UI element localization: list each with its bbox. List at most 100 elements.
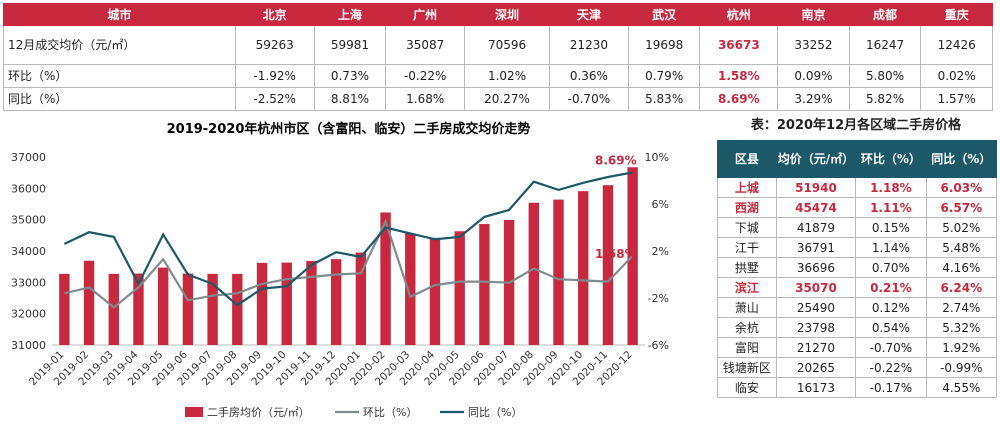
data-label: 1.58%	[595, 247, 637, 261]
city-table-header-row: 城市 北京 上海 广州 深圳 天津 武汉 杭州 南京 成都 重庆	[3, 3, 993, 26]
district-cell: 0.15%	[855, 217, 927, 238]
city-value-cell: 21230	[548, 25, 629, 65]
district-cell: 21270	[775, 337, 857, 358]
city-value-cell: 0.02%	[920, 64, 993, 88]
price-bar	[256, 262, 268, 345]
city-table-row: 同比（%） -2.52% 8.81% 1.68% 20.27% -0.70% 5.83% 8.…	[3, 87, 993, 111]
price-bar	[330, 259, 342, 345]
district-cell: 36696	[775, 257, 857, 278]
district-cell: 4.16%	[925, 257, 998, 278]
price-trend-chart: 2019-2020年杭州市区（含富阳、临安）二手房成交均价走势 31000 3200…	[11, 121, 669, 419]
district-cell: 钱塘新区	[717, 357, 777, 378]
district-cell: 1.92%	[925, 337, 998, 358]
y-left-tick-label: 35000	[11, 214, 46, 227]
district-cell: 4.55%	[925, 377, 998, 398]
district-table-row: 江干 36791 1.14% 5.48%	[717, 237, 998, 258]
yoy-line	[63, 171, 633, 307]
city-value-cell: 5.82%	[848, 87, 922, 111]
district-cell: 20265	[775, 357, 857, 378]
district-table-row: 余杭 23798 0.54% 5.32%	[717, 317, 998, 338]
district-cell: 51940	[775, 177, 857, 198]
district-header-cell: 环比（%）	[855, 140, 927, 178]
district-table-header-row: 区县 均价（元/㎡） 环比（%） 同比（%）	[717, 140, 998, 178]
district-table-row: 钱塘新区 20265 -0.22% -0.99%	[717, 357, 998, 378]
price-bar	[59, 273, 70, 345]
price-bar	[83, 260, 95, 345]
city-value-cell: 0.36%	[548, 64, 629, 88]
city-value-cell: 1.58%	[699, 64, 779, 88]
district-cell: 滨江	[717, 277, 777, 298]
district-cell: 江干	[717, 237, 777, 258]
price-bar	[454, 231, 465, 345]
price-bar	[429, 237, 441, 345]
city-header-cell: 广州	[385, 3, 466, 26]
district-cell: 36791	[775, 237, 857, 258]
district-header-cell: 同比（%）	[925, 140, 998, 178]
city-header-cell: 南京	[777, 3, 850, 26]
city-value-cell: -0.22%	[385, 64, 466, 88]
city-header-cell: 重庆	[920, 3, 993, 26]
district-cell: 5.02%	[925, 217, 998, 238]
district-header-cell: 均价（元/㎡）	[775, 140, 857, 178]
price-bar	[528, 202, 540, 345]
row-label: 12月成交均价（元/㎡）	[3, 25, 236, 65]
price-bar	[479, 224, 490, 345]
y-right-tick-label: 6%	[652, 198, 669, 211]
y-left-tick-label: 32000	[11, 308, 46, 321]
city-value-cell: 33252	[777, 25, 850, 65]
city-value-cell: 0.73%	[313, 64, 387, 88]
city-header-cell: 武汉	[627, 3, 701, 26]
city-value-cell: -0.70%	[548, 87, 629, 111]
city-value-cell: 8.69%	[699, 87, 779, 111]
y-right-tick-label: -2%	[648, 292, 669, 305]
district-cell: 萧山	[717, 297, 777, 318]
district-cell: 余杭	[717, 317, 777, 338]
city-value-cell: 16247	[848, 25, 922, 65]
price-bar	[157, 267, 169, 345]
city-header-cell: 天津	[548, 3, 629, 26]
city-value-cell: 35087	[385, 25, 466, 65]
district-cell: 下城	[717, 217, 777, 238]
price-bar	[108, 273, 119, 345]
chart-title: 2019-2020年杭州市区（含富阳、临安）二手房成交均价走势	[167, 121, 531, 137]
district-cell: 西湖	[717, 197, 777, 218]
y-right-tick-label: -6%	[648, 339, 669, 352]
city-header-cell: 城市	[3, 3, 236, 26]
data-label: 8.69%	[595, 153, 637, 167]
city-header-cell: 成都	[848, 3, 922, 26]
city-value-cell: 20.27%	[464, 87, 550, 111]
price-bar	[355, 252, 367, 345]
district-table-row: 上城 51940 1.18% 6.03%	[717, 177, 998, 198]
district-table-title: 表：2020年12月各区域二手房价格	[750, 118, 962, 133]
district-cell: 6.24%	[925, 277, 998, 298]
legend-label: 环比（%）	[363, 406, 417, 419]
district-cell: 6.03%	[925, 177, 998, 198]
row-label: 环比（%）	[3, 64, 236, 88]
city-value-cell: 12426	[920, 25, 993, 65]
price-bar	[306, 261, 317, 345]
district-cell: 5.32%	[925, 317, 998, 338]
district-table-row: 滨江 35070 0.21% 6.24%	[717, 277, 998, 298]
city-header-cell: 深圳	[464, 3, 550, 26]
district-cell: 2.74%	[925, 297, 998, 318]
city-value-cell: 59981	[313, 25, 387, 65]
price-bar	[207, 273, 218, 345]
district-cell: 41879	[775, 217, 857, 238]
price-bar	[281, 262, 292, 345]
price-bar	[232, 273, 243, 345]
district-cell: 1.11%	[855, 197, 927, 218]
city-value-cell: 19698	[627, 25, 701, 65]
price-bar	[182, 273, 194, 345]
city-value-cell: 70596	[464, 25, 550, 65]
y-left-tick-label: 34000	[11, 245, 46, 258]
district-table-body: 上城 51940 1.18% 6.03% 西湖 45474 1.11% 6.57% 下城 4187…	[717, 177, 998, 398]
district-table-row: 西湖 45474 1.11% 6.57%	[717, 197, 998, 218]
district-cell: 35070	[775, 277, 857, 298]
district-header-cell: 区县	[717, 140, 777, 178]
legend-swatch-price	[185, 407, 203, 417]
district-cell: -0.99%	[925, 357, 998, 378]
price-bar	[553, 199, 564, 345]
district-table-row: 萧山 25490 0.12% 2.74%	[717, 297, 998, 318]
district-cell: 1.14%	[855, 237, 927, 258]
city-value-cell: 1.57%	[920, 87, 993, 111]
